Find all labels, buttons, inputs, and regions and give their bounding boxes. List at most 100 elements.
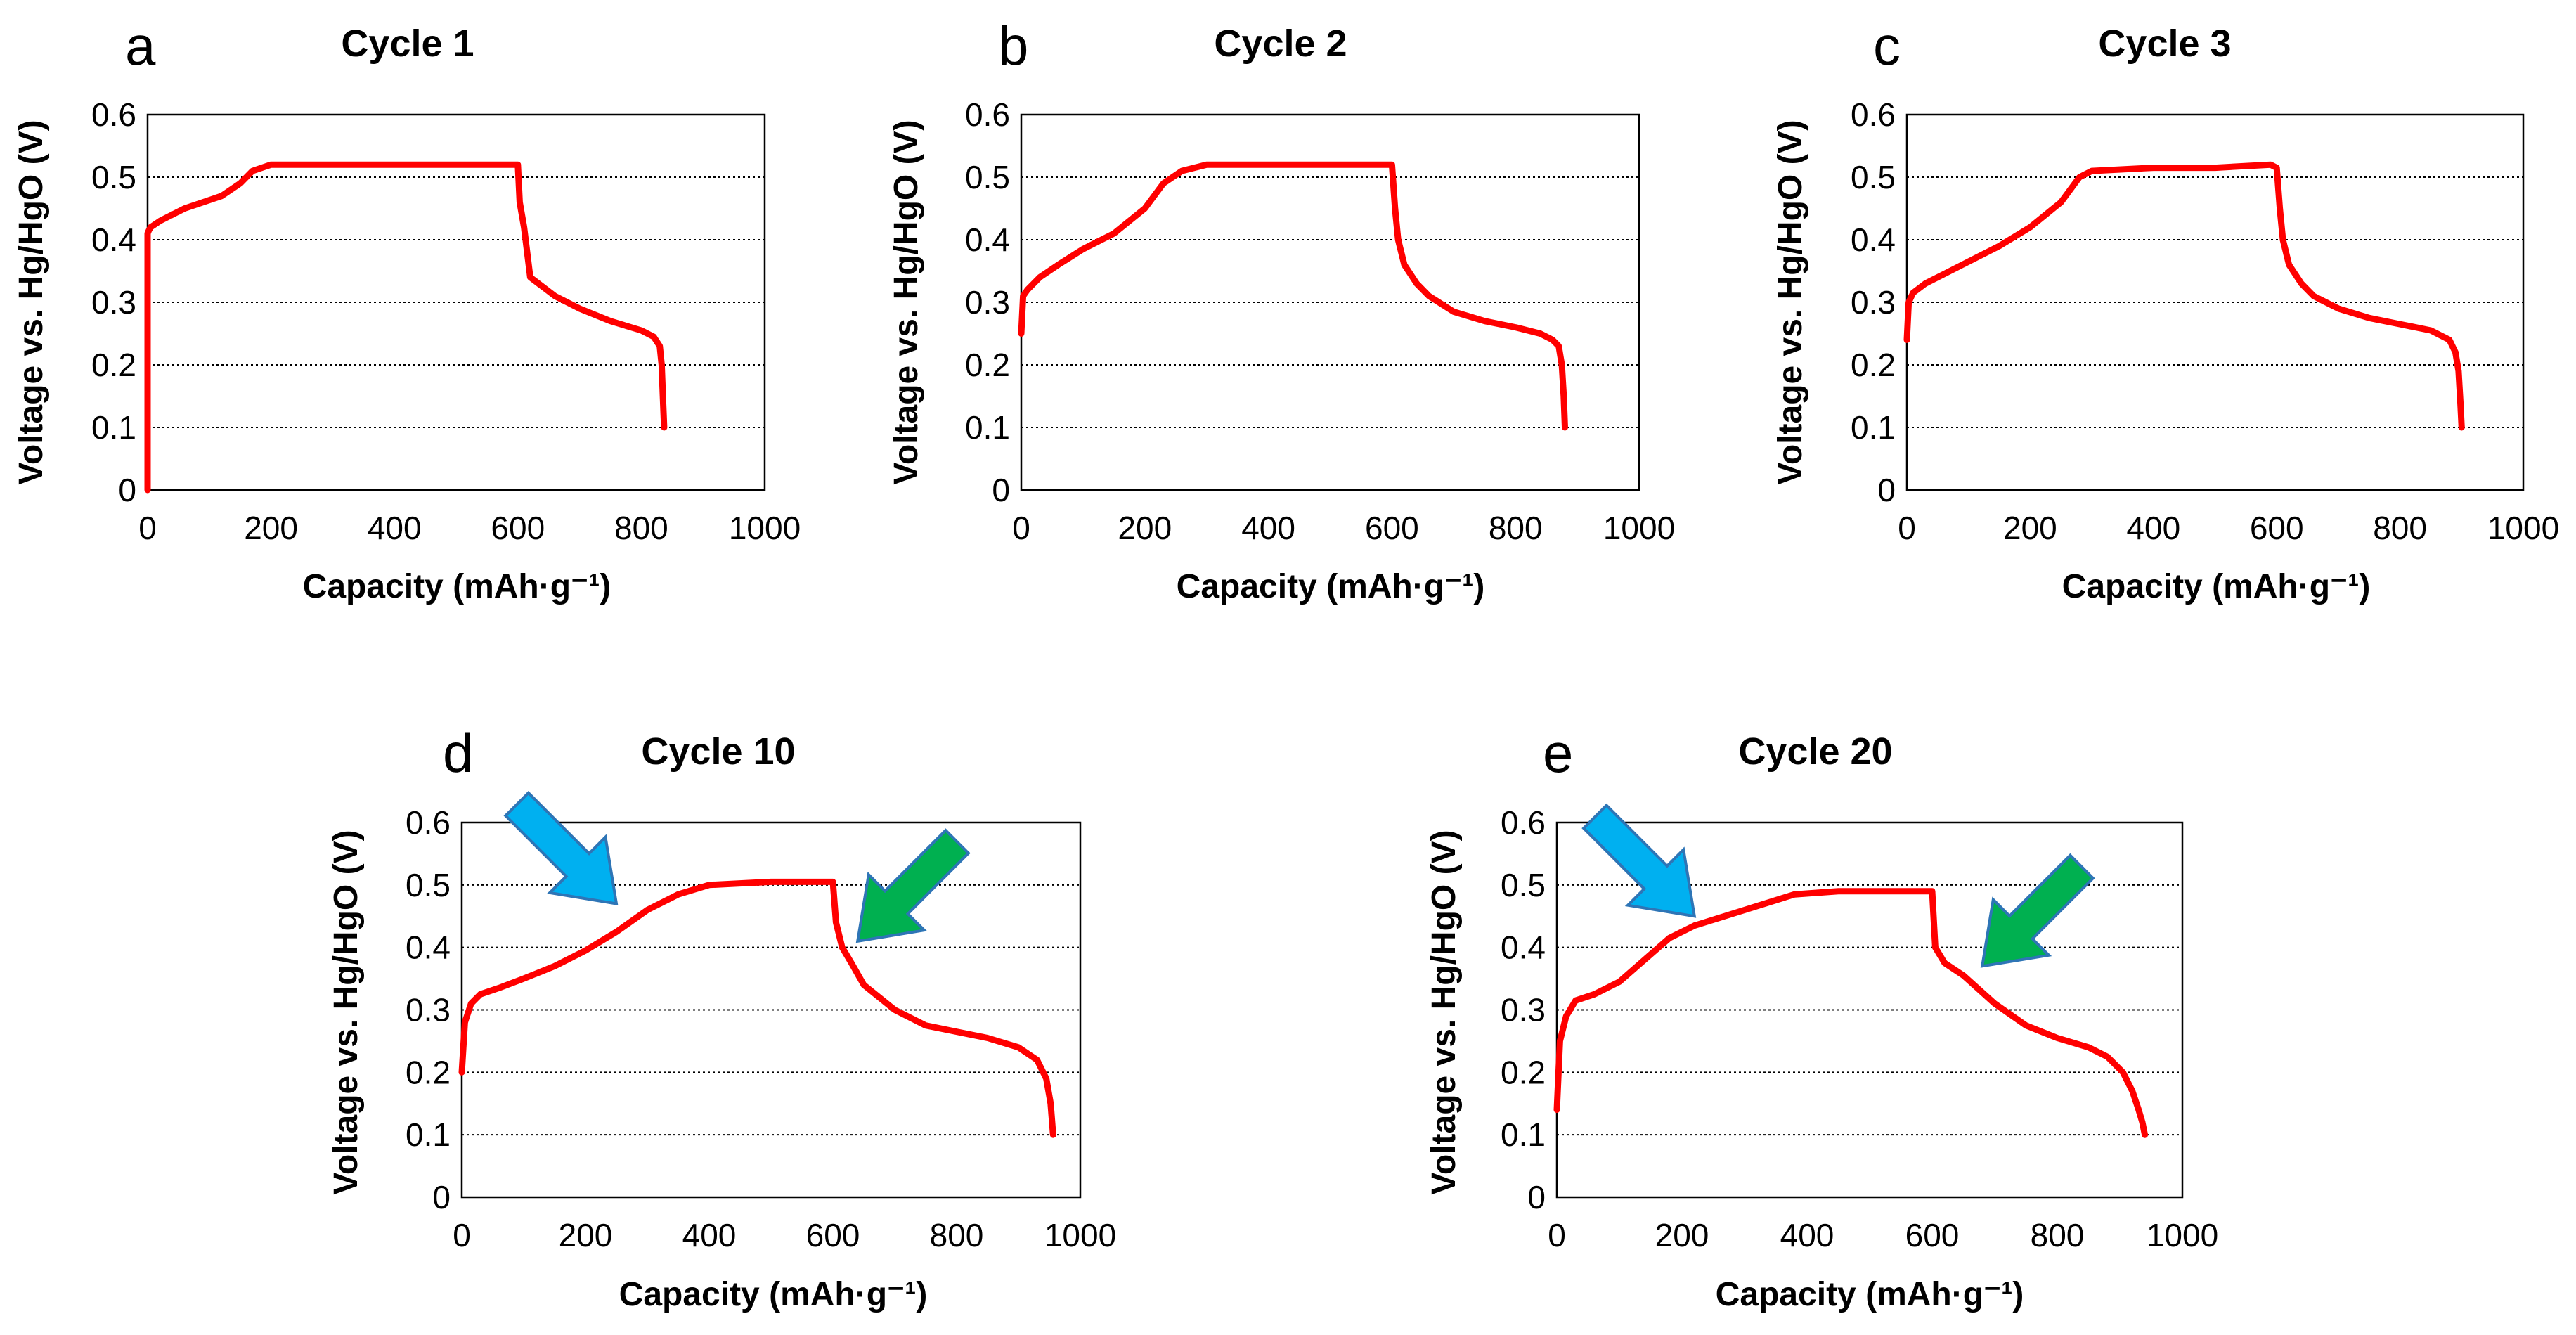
y-tick-label: 0.4 bbox=[1501, 929, 1546, 966]
panel-d: d Cycle 10 Capacity (mAh·g⁻¹) Voltage vs… bbox=[328, 722, 1116, 1313]
x-tick-label: 0 bbox=[1898, 510, 1916, 546]
y-tick-label: 0.3 bbox=[91, 284, 136, 321]
x-tick-label: 600 bbox=[1365, 510, 1419, 546]
y-tick-label: 0.1 bbox=[965, 409, 1010, 446]
x-tick-label: 200 bbox=[1655, 1217, 1709, 1253]
y-axis-label: Voltage vs. Hg/HgO (V) bbox=[13, 120, 50, 484]
y-tick-label: 0.4 bbox=[965, 221, 1010, 258]
panel-letter: e bbox=[1543, 722, 1573, 784]
panel-e: e Cycle 20 Capacity (mAh·g⁻¹) Voltage vs… bbox=[1425, 722, 2218, 1313]
x-tick-label: 600 bbox=[1905, 1217, 1960, 1253]
y-tick-label: 0.4 bbox=[91, 221, 136, 258]
y-tick-label: 0.1 bbox=[1501, 1116, 1546, 1153]
x-axis-label: Capacity (mAh·g⁻¹) bbox=[1177, 568, 1485, 605]
x-tick-label: 0 bbox=[1548, 1217, 1566, 1253]
y-tick-label: 0.6 bbox=[965, 96, 1010, 133]
y-tick-label: 0.3 bbox=[1851, 284, 1896, 321]
y-tick-label: 0.2 bbox=[1851, 347, 1896, 383]
x-tick-label: 1000 bbox=[2487, 510, 2559, 546]
green-arrow bbox=[855, 828, 971, 943]
panel-letter: b bbox=[998, 15, 1028, 77]
chart-title: Cycle 3 bbox=[2098, 22, 2231, 65]
blue-arrow bbox=[1581, 803, 1697, 918]
chart-title: Cycle 2 bbox=[1214, 22, 1347, 65]
y-axis-label: Voltage vs. Hg/HgO (V) bbox=[888, 120, 925, 484]
series-line bbox=[1018, 161, 1568, 431]
chart-title: Cycle 20 bbox=[1738, 730, 1892, 773]
panel-b: b Cycle 2 Capacity (mAh·g⁻¹) Voltage vs.… bbox=[888, 15, 1675, 605]
series-line bbox=[458, 878, 1056, 1138]
green-arrow bbox=[1980, 853, 2095, 968]
x-tick-label: 1000 bbox=[2147, 1217, 2218, 1253]
panel-letter: a bbox=[125, 15, 156, 77]
x-axis-label: Capacity (mAh·g⁻¹) bbox=[1716, 1276, 2024, 1313]
x-axis-label: Capacity (mAh·g⁻¹) bbox=[303, 568, 611, 605]
blue-arrow bbox=[503, 790, 619, 905]
x-tick-label: 800 bbox=[1489, 510, 1543, 546]
y-tick-label: 0.5 bbox=[1501, 867, 1546, 903]
y-tick-label: 0.3 bbox=[965, 284, 1010, 321]
series-line bbox=[1553, 888, 2149, 1138]
y-tick-label: 0.3 bbox=[406, 992, 451, 1028]
y-tick-label: 0.6 bbox=[91, 96, 136, 133]
plot-frame bbox=[1020, 113, 1640, 491]
y-tick-label: 0.5 bbox=[406, 867, 451, 903]
y-tick-label: 0.1 bbox=[406, 1116, 451, 1153]
x-tick-label: 200 bbox=[559, 1217, 613, 1253]
x-tick-label: 0 bbox=[138, 510, 157, 546]
x-tick-label: 1000 bbox=[1044, 1217, 1116, 1253]
x-tick-label: 400 bbox=[368, 510, 422, 546]
y-tick-label: 0 bbox=[118, 472, 136, 508]
panel-letter: d bbox=[443, 722, 473, 784]
y-axis-label: Voltage vs. Hg/HgO (V) bbox=[1772, 120, 1809, 484]
y-tick-label: 0.1 bbox=[1851, 409, 1896, 446]
y-tick-label: 0.6 bbox=[1501, 804, 1546, 841]
x-tick-label: 400 bbox=[1241, 510, 1295, 546]
y-tick-label: 0.4 bbox=[406, 929, 451, 966]
y-axis-label: Voltage vs. Hg/HgO (V) bbox=[1425, 830, 1463, 1194]
x-tick-label: 600 bbox=[2250, 510, 2304, 546]
plot-frame bbox=[146, 113, 766, 491]
x-tick-label: 200 bbox=[2003, 510, 2057, 546]
x-tick-label: 200 bbox=[1118, 510, 1172, 546]
series-line bbox=[144, 161, 668, 494]
plot-frame bbox=[1555, 821, 2184, 1199]
y-tick-label: 0.1 bbox=[91, 409, 136, 446]
y-tick-label: 0.5 bbox=[91, 159, 136, 195]
x-tick-label: 800 bbox=[2373, 510, 2427, 546]
y-tick-label: 0.3 bbox=[1501, 992, 1546, 1028]
y-tick-label: 0.4 bbox=[1851, 221, 1896, 258]
y-tick-label: 0.6 bbox=[406, 804, 451, 841]
y-tick-label: 0.6 bbox=[1851, 96, 1896, 133]
x-tick-label: 1000 bbox=[1603, 510, 1675, 546]
x-tick-label: 0 bbox=[1012, 510, 1030, 546]
x-tick-label: 800 bbox=[2031, 1217, 2085, 1253]
y-tick-label: 0 bbox=[1527, 1179, 1546, 1215]
x-tick-label: 0 bbox=[453, 1217, 471, 1253]
x-tick-label: 200 bbox=[244, 510, 298, 546]
y-tick-label: 0 bbox=[432, 1179, 451, 1215]
x-axis-label: Capacity (mAh·g⁻¹) bbox=[2062, 568, 2371, 605]
series-line bbox=[1903, 161, 2465, 431]
chart-title: Cycle 10 bbox=[641, 730, 795, 773]
chart-title: Cycle 1 bbox=[341, 22, 474, 65]
y-tick-label: 0.2 bbox=[406, 1054, 451, 1090]
x-axis-label: Capacity (mAh·g⁻¹) bbox=[619, 1276, 928, 1313]
x-tick-label: 400 bbox=[1780, 1217, 1834, 1253]
x-tick-label: 1000 bbox=[729, 510, 801, 546]
x-tick-label: 400 bbox=[2126, 510, 2180, 546]
y-axis-label: Voltage vs. Hg/HgO (V) bbox=[328, 830, 365, 1194]
y-tick-label: 0.5 bbox=[965, 159, 1010, 195]
x-tick-label: 600 bbox=[806, 1217, 860, 1253]
y-tick-label: 0 bbox=[1877, 472, 1896, 508]
y-tick-label: 0.2 bbox=[965, 347, 1010, 383]
panel-c: c Cycle 3 Capacity (mAh·g⁻¹) Voltage vs.… bbox=[1772, 15, 2559, 605]
x-tick-label: 800 bbox=[930, 1217, 984, 1253]
y-tick-label: 0.5 bbox=[1851, 159, 1896, 195]
x-tick-label: 800 bbox=[614, 510, 668, 546]
plot-frame bbox=[460, 821, 1082, 1199]
y-tick-label: 0 bbox=[992, 472, 1010, 508]
x-tick-label: 600 bbox=[491, 510, 545, 546]
panel-a: a Cycle 1 Capacity (mAh·g⁻¹) Voltage vs.… bbox=[13, 15, 801, 605]
